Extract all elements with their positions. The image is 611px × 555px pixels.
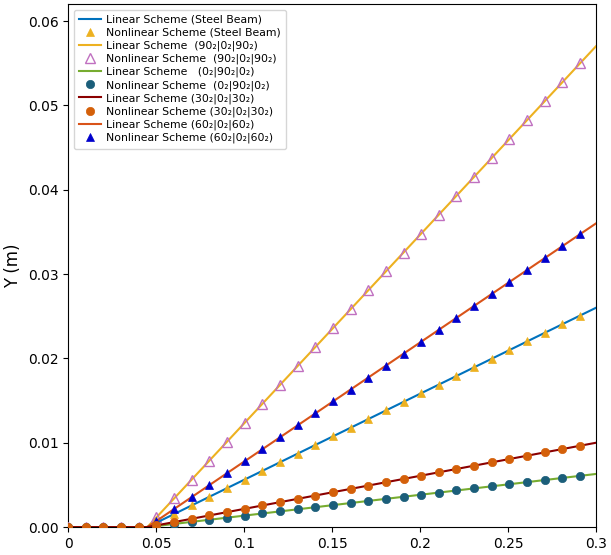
Legend: Linear Scheme (Steel Beam), Nonlinear Scheme (Steel Beam), Linear Scheme  (90₂|0: Linear Scheme (Steel Beam), Nonlinear Sc… xyxy=(73,9,287,149)
Y-axis label: Y (m): Y (m) xyxy=(4,244,22,288)
